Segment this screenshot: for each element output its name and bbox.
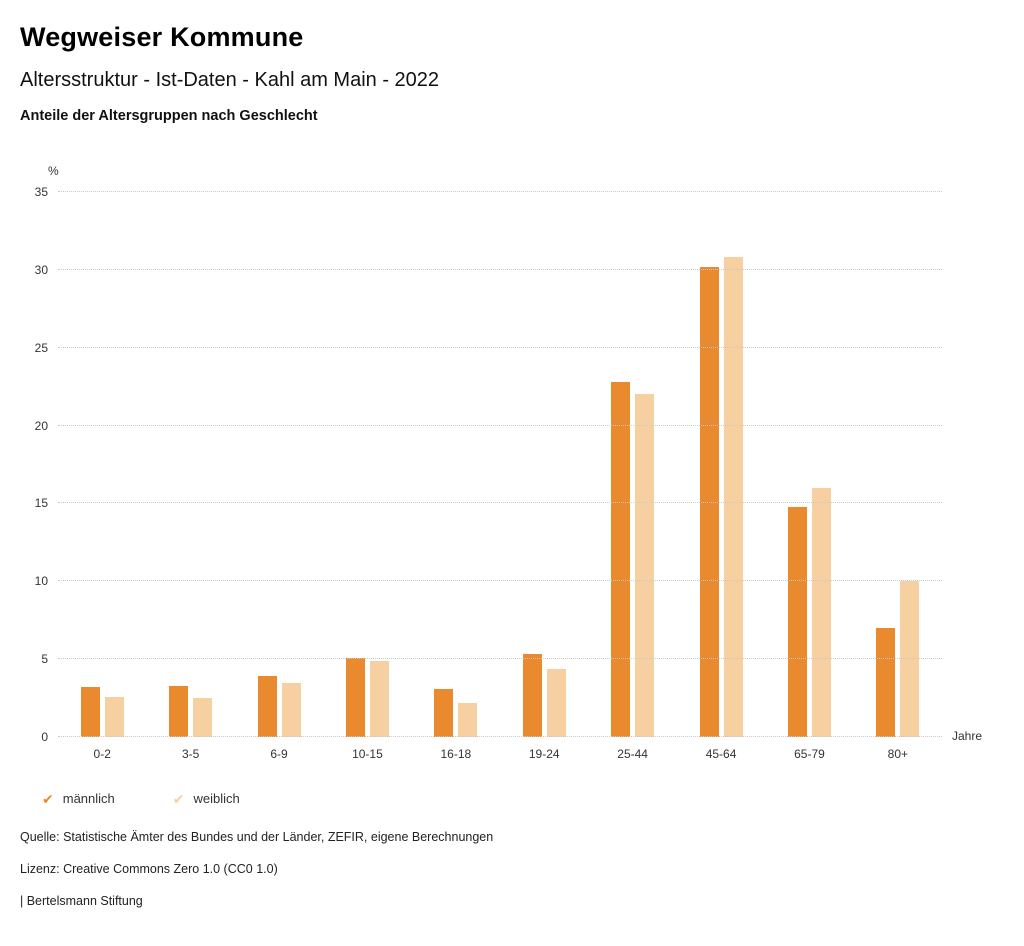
bar-weiblich-16-18[interactable] [458,702,478,737]
page-subtitle: Altersstruktur - Ist-Daten - Kahl am Mai… [20,69,440,91]
bar-männlich-25-44[interactable] [611,381,631,737]
category-labels: 0-2 3-5 6-9 10-15 16-18 19-24 25-44 45-64 65-79 8… [58,747,942,761]
y-tick-label-5: 5 [41,652,48,667]
bar-group-16-18 [412,192,500,737]
gridline-30 [58,268,942,270]
bar-group-6-9 [235,192,323,737]
bar-weiblich-10-15[interactable] [369,660,389,737]
bar-männlich-6-9[interactable] [257,676,277,737]
y-tick-label-20: 20 [34,418,48,433]
bar-männlich-19-24[interactable] [522,654,542,737]
footer-source: Quelle: Statistische Ämter des Bundes un… [20,830,494,844]
bar-group-65-79 [765,192,853,737]
y-tick-label-15: 15 [34,496,48,511]
bar-groups [58,192,942,737]
bar-group-25-44 [588,192,676,737]
chart-heading: Anteile der Altersgruppen nach Geschlech… [20,108,318,124]
legend-label: männlich [62,791,115,806]
category-label-16-18: 16-18 [440,747,472,761]
bar-group-0-2 [58,192,146,737]
bar-männlich-45-64[interactable] [699,266,719,737]
category-label-80+: 80+ [887,747,909,761]
page-title: Wegweiser Kommune [20,22,304,52]
legend: ✔ männlich ✔ weiblich [42,791,1000,806]
bar-weiblich-0-2[interactable] [104,696,124,737]
bar-group-3-5 [146,192,234,737]
y-tick-label-30: 30 [34,262,48,277]
footer-attribution: | Bertelsmann Stiftung [20,894,143,908]
category-label-45-64: 45-64 [705,747,737,761]
bar-weiblich-25-44[interactable] [635,394,655,737]
footer-license: Lizenz: Creative Commons Zero 1.0 (CC0 1… [20,862,278,876]
bar-group-80+ [854,192,942,737]
category-label-19-24: 19-24 [528,747,560,761]
y-tick-label-35: 35 [34,185,48,199]
category-label-6-9: 6-9 [270,747,288,761]
category-label-25-44: 25-44 [617,747,648,761]
gridline-20 [58,424,942,426]
bar-group-10-15 [323,192,411,737]
bar-männlich-65-79[interactable] [787,506,807,737]
legend-label: weiblich [193,791,240,806]
footer: Quelle: Statistische Ämter des Bundes un… [20,830,1000,908]
bar-weiblich-19-24[interactable] [546,668,566,737]
category-label-3-5: 3-5 [181,747,200,761]
bar-männlich-3-5[interactable] [169,685,189,737]
chart: 0 5 10 15 20 25 30 35 Jahre [20,186,1000,743]
bar-männlich-16-18[interactable] [434,688,454,737]
bar-weiblich-45-64[interactable] [723,257,743,737]
x-axis-unit-label: Jahre [952,729,983,743]
legend-item-weiblich[interactable]: ✔ weiblich [173,791,240,806]
bar-männlich-80+[interactable] [876,628,896,737]
bar-weiblich-3-5[interactable] [193,698,213,737]
x-axis-unit: Jahre [942,192,1000,743]
bar-weiblich-65-79[interactable] [811,487,831,737]
gridline-35 [58,191,942,192]
y-tick-label-25: 25 [34,340,48,355]
gridline-15 [58,502,942,504]
y-tick-label-0: 0 [41,730,48,744]
category-label-65-79: 65-79 [794,747,825,761]
plot-area [58,191,942,737]
legend-item-männlich[interactable]: ✔ männlich [42,791,115,806]
bar-group-45-64 [677,192,765,737]
bar-weiblich-6-9[interactable] [281,682,301,737]
category-label-0-2: 0-2 [93,747,111,761]
y-axis-unit-label: % [48,164,59,178]
gridline-25 [58,346,942,348]
check-icon: ✔ [172,790,185,807]
bar-männlich-10-15[interactable] [345,657,365,737]
bar-group-19-24 [500,192,588,737]
gridline-0 [58,736,942,737]
gridline-10 [58,580,942,582]
y-axis: 0 5 10 15 20 25 30 35 [20,186,58,743]
gridline-5 [58,658,942,660]
bar-männlich-0-2[interactable] [80,687,100,737]
check-icon: ✔ [42,790,54,807]
category-label-10-15: 10-15 [352,747,383,761]
y-tick-label-10: 10 [34,574,48,589]
